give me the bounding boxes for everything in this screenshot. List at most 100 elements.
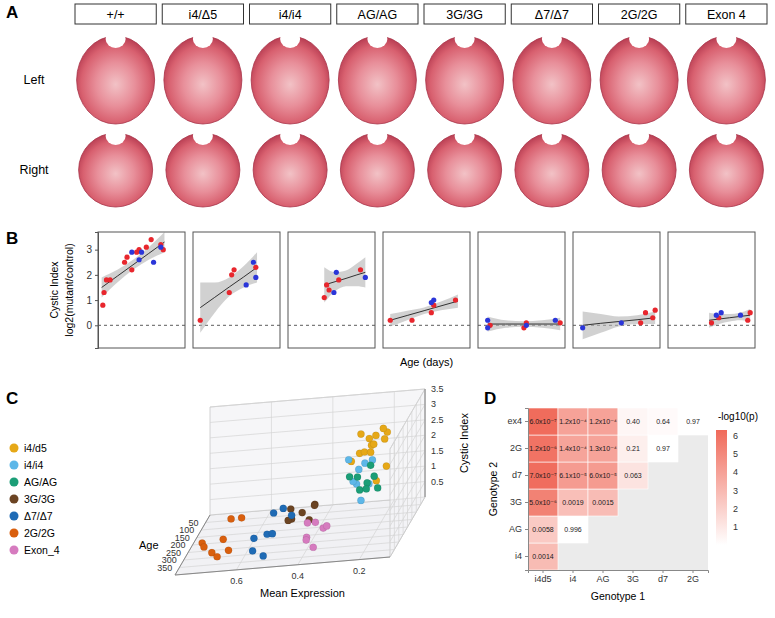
data-point [355,466,362,473]
column-header: 2G/2G [621,8,658,22]
tick-label: AG [596,574,609,584]
tick-label: 1.5 [431,446,444,456]
data-point [214,553,221,560]
legend-label: 3G/3G [24,493,55,505]
facet [193,232,280,348]
data-point [244,282,249,287]
column-header: Δ7/Δ7 [535,8,569,22]
tick: ex4 [507,416,528,426]
heatmap-cell [528,516,558,543]
tick-label: d7 [512,470,522,480]
tick-mark [727,527,730,528]
data-point [270,509,277,516]
column-header: i4/Δ5 [189,8,218,22]
plot-marks [573,308,660,340]
reference-line [98,325,185,326]
data-point [367,462,374,469]
data-point [334,270,339,275]
panel-c: 501001502002503003500.20.40.60.511.522.5… [10,384,471,599]
confidence-band [488,316,561,331]
tick-label: 6 [733,431,738,441]
data-point [129,267,134,272]
data-point [553,318,558,323]
grid-line [188,535,403,553]
data-point [388,318,393,323]
tick-mark [95,275,98,276]
tick-mark [573,570,574,573]
data-point [250,535,257,542]
data-point [158,245,163,250]
data-point [139,250,144,255]
facet-frame [383,232,470,348]
cell-label: 0.0014 [532,553,554,560]
heatmap-cell [618,462,648,489]
data-point [380,425,387,432]
legend-swatch [10,461,19,470]
cell-label: 6.1x10⁻⁵ [559,472,587,479]
kidney-hilum [193,30,213,48]
axis-title: Genotype 1 [591,590,645,602]
data-point [714,313,719,318]
legend-label: Δ7/Δ7 [24,510,53,522]
tick: 2 [86,270,98,281]
data-point [653,308,658,313]
data-point [381,435,388,442]
heatmap-cell [678,408,708,435]
data-point [322,295,327,300]
reference-line [288,325,375,326]
tick-mark [525,556,528,557]
tick-label: 1 [733,522,738,532]
data-point [372,432,379,439]
data-point [129,250,134,255]
column-header-box [75,4,156,24]
kidney-section [600,30,678,124]
grid-line [390,482,425,542]
legend-label: 2G/2G [24,527,55,539]
tick-label: 1 [431,461,436,471]
tick-label: 3G [510,497,522,507]
kidney-section [515,127,589,207]
data-point [280,505,287,512]
confidence-band [102,232,165,298]
tick-mark [727,435,730,436]
kidney-body [338,36,416,124]
cell-label: 0.063 [624,472,642,479]
heatmap-cell [648,408,678,435]
facet-frame [573,232,660,348]
data-point [238,514,245,521]
facet-background [573,232,660,348]
tick-mark [663,570,664,573]
colorbar-title: -log10(p) [718,411,758,422]
cell-label: 1.4x10⁻⁴ [559,445,587,452]
kidney-hilum [542,30,562,48]
tick-label: 3.5 [431,384,444,394]
grid-line [390,466,425,526]
tick: 3 [727,486,738,496]
legend-label: i4/d5 [24,442,47,454]
column-header: i4/i4 [279,8,302,22]
kidney-hilum [455,30,475,48]
data-point [363,485,370,492]
data-point [336,277,341,282]
kidney-hilum [455,127,475,145]
tick-label: 1 [86,295,92,306]
column-header-box [511,4,592,24]
kidney-body [600,36,678,124]
data-point [229,272,234,277]
tick: d7 [512,470,528,480]
kidney-hilum [367,30,387,48]
reference-line [383,325,470,326]
data-point [101,290,106,295]
grid-line [390,435,425,495]
tick-label: 0 [86,320,92,331]
kidney-hilum [106,127,126,145]
data-point [310,544,317,551]
kidney-hilum [106,30,126,48]
row-label: Right [19,163,49,177]
cell-label: 0.0058 [532,526,554,533]
column-header-box [686,4,767,24]
data-point [287,505,294,512]
data-point [288,512,295,519]
kidney-section [689,127,763,207]
tick-mark [727,472,730,473]
